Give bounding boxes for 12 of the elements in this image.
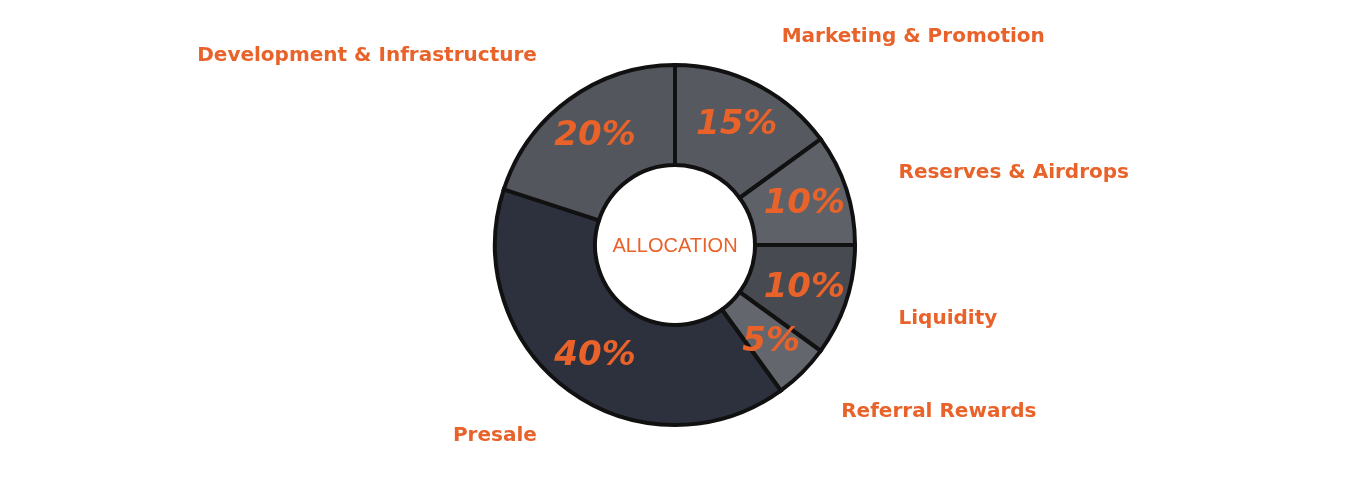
data-label: 40% xyxy=(553,333,636,374)
data-label: 15% xyxy=(696,101,778,142)
data-label: 20% xyxy=(554,112,636,153)
slice-label: Development & Infrastructure xyxy=(197,41,537,66)
slice-label: Referral Rewards xyxy=(841,398,1037,423)
slice-label: Liquidity xyxy=(898,304,998,329)
text: ALLOCATION xyxy=(612,234,738,256)
slice-label: Reserves & Airdrops xyxy=(898,159,1130,184)
data-label: 10% xyxy=(763,265,846,306)
slice-label: Marketing & Promotion xyxy=(781,22,1045,47)
slice-label: Presale xyxy=(452,422,537,447)
data-label: 10% xyxy=(763,180,846,221)
